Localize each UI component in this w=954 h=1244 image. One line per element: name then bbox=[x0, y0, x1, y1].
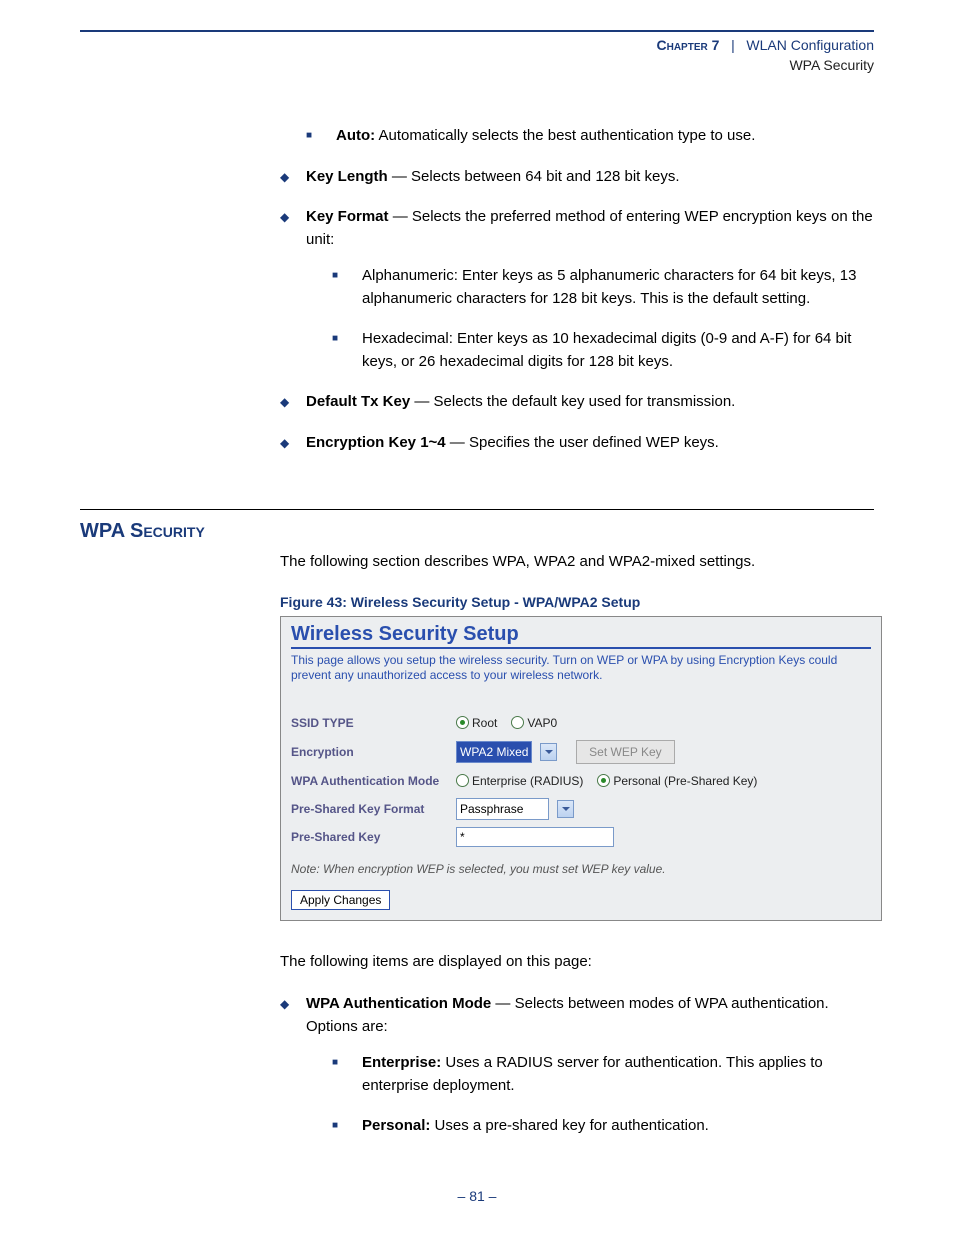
item-bold: Enterprise: bbox=[362, 1054, 441, 1071]
list-item: Encryption Key 1~4 — Specifies the user … bbox=[280, 432, 874, 455]
figure-title: Wireless Security Setup bbox=[291, 623, 871, 649]
encryption-select[interactable]: WPA2 Mixed bbox=[456, 741, 532, 763]
list-item: WPA Authentication Mode — Selects betwee… bbox=[280, 993, 874, 1138]
content-area: The following section describes WPA, WPA… bbox=[280, 551, 874, 1138]
figure-note: Note: When encryption WEP is selected, y… bbox=[291, 862, 871, 876]
select-value: WPA2 Mixed bbox=[460, 745, 528, 759]
section-intro: The following section describes WPA, WPA… bbox=[280, 551, 874, 574]
personal-radio[interactable]: Personal (Pre-Shared Key) bbox=[597, 774, 757, 788]
ssid-controls: Root VAP0 bbox=[456, 716, 565, 730]
square-list: Enterprise: Uses a RADIUS server for aut… bbox=[306, 1052, 874, 1138]
list-item: Auto: Automatically selects the best aut… bbox=[306, 125, 874, 148]
psk-input[interactable]: * bbox=[456, 827, 614, 847]
item-bold: Personal: bbox=[362, 1117, 430, 1134]
form-row-wpa-mode: WPA Authentication Mode Enterprise (RADI… bbox=[291, 770, 871, 792]
diamond-list: Key Length — Selects between 64 bit and … bbox=[280, 166, 874, 455]
psk-format-label: Pre-Shared Key Format bbox=[291, 802, 456, 816]
item-bold: Key Format bbox=[306, 208, 389, 225]
item-bold: WPA Authentication Mode bbox=[306, 995, 491, 1012]
radio-icon bbox=[511, 716, 524, 729]
apply-changes-button[interactable]: Apply Changes bbox=[291, 890, 390, 910]
ssid-vap0-radio[interactable]: VAP0 bbox=[511, 716, 557, 730]
psk-label: Pre-Shared Key bbox=[291, 830, 456, 844]
page-header: Chapter 7 | WLAN Configuration WPA Secur… bbox=[80, 36, 874, 75]
radio-label: Root bbox=[472, 716, 497, 730]
enterprise-radio[interactable]: Enterprise (RADIUS) bbox=[456, 774, 583, 788]
list-item: Hexadecimal: Enter keys as 10 hexadecima… bbox=[332, 328, 874, 373]
item-text: Automatically selects the best authentic… bbox=[375, 127, 755, 144]
chapter-title: WLAN Configuration bbox=[746, 37, 874, 53]
psk-format-select[interactable]: Passphrase bbox=[456, 798, 549, 820]
square-list: Alphanumeric: Enter keys as 5 alphanumer… bbox=[306, 265, 874, 373]
item-bold: Default Tx Key bbox=[306, 393, 410, 410]
chapter-separator: | bbox=[723, 37, 742, 53]
form-row-encryption: Encryption WPA2 Mixed Set WEP Key bbox=[291, 740, 871, 764]
item-text: — Specifies the user defined WEP keys. bbox=[446, 434, 719, 451]
wpa-mode-controls: Enterprise (RADIUS) Personal (Pre-Shared… bbox=[456, 774, 765, 788]
chapter-label: Chapter 7 bbox=[656, 37, 719, 53]
radio-icon bbox=[597, 774, 610, 787]
item-text: — Selects the preferred method of enteri… bbox=[306, 208, 873, 248]
item-text: — Selects the default key used for trans… bbox=[410, 393, 735, 410]
square-list: Auto: Automatically selects the best aut… bbox=[280, 125, 874, 148]
list-item: Key Format — Selects the preferred metho… bbox=[280, 206, 874, 373]
item-bold: Key Length bbox=[306, 168, 388, 185]
list-item: Key Length — Selects between 64 bit and … bbox=[280, 166, 874, 189]
page-container: Chapter 7 | WLAN Configuration WPA Secur… bbox=[0, 0, 954, 1244]
figure-description: This page allows you setup the wireless … bbox=[291, 653, 871, 684]
radio-label: Enterprise (RADIUS) bbox=[472, 774, 583, 788]
radio-icon bbox=[456, 716, 469, 729]
page-number: – 81 – bbox=[80, 1188, 874, 1204]
wpa-mode-label: WPA Authentication Mode bbox=[291, 774, 456, 788]
item-text: Hexadecimal: Enter keys as 10 hexadecima… bbox=[362, 330, 851, 370]
psk-controls: * bbox=[456, 827, 614, 847]
section-heading: WPA Security bbox=[80, 520, 874, 543]
list-item: Enterprise: Uses a RADIUS server for aut… bbox=[332, 1052, 874, 1097]
item-text: Alphanumeric: Enter keys as 5 alphanumer… bbox=[362, 267, 856, 307]
chevron-down-icon[interactable] bbox=[557, 800, 574, 818]
header-rule bbox=[80, 30, 874, 32]
after-intro: The following items are displayed on thi… bbox=[280, 951, 874, 974]
set-wep-key-button: Set WEP Key bbox=[576, 740, 674, 764]
ssid-root-radio[interactable]: Root bbox=[456, 716, 497, 730]
diamond-list: WPA Authentication Mode — Selects betwee… bbox=[280, 993, 874, 1138]
ssid-label: SSID TYPE bbox=[291, 716, 456, 730]
item-bold: Encryption Key 1~4 bbox=[306, 434, 446, 451]
list-item: Personal: Uses a pre-shared key for auth… bbox=[332, 1115, 874, 1138]
input-value: * bbox=[460, 830, 465, 844]
content-area: Auto: Automatically selects the best aut… bbox=[280, 125, 874, 454]
psk-format-controls: Passphrase bbox=[456, 798, 574, 820]
figure-caption: Figure 43: Wireless Security Setup - WPA… bbox=[280, 594, 874, 610]
form-row-psk: Pre-Shared Key * bbox=[291, 826, 871, 848]
form-row-ssid: SSID TYPE Root VAP0 bbox=[291, 712, 871, 734]
item-bold: Auto: bbox=[336, 127, 375, 144]
item-text: Uses a pre-shared key for authentication… bbox=[430, 1117, 708, 1134]
header-section: WPA Security bbox=[789, 57, 874, 73]
radio-icon bbox=[456, 774, 469, 787]
chevron-down-icon[interactable] bbox=[540, 743, 557, 761]
encryption-controls: WPA2 Mixed Set WEP Key bbox=[456, 740, 675, 764]
list-item: Alphanumeric: Enter keys as 5 alphanumer… bbox=[332, 265, 874, 310]
item-text: — Selects between 64 bit and 128 bit key… bbox=[388, 168, 680, 185]
radio-label: Personal (Pre-Shared Key) bbox=[613, 774, 757, 788]
list-item: Default Tx Key — Selects the default key… bbox=[280, 391, 874, 414]
figure-screenshot: Wireless Security Setup This page allows… bbox=[280, 616, 882, 921]
encryption-label: Encryption bbox=[291, 745, 456, 759]
select-value: Passphrase bbox=[460, 802, 523, 816]
radio-label: VAP0 bbox=[527, 716, 557, 730]
form-row-psk-format: Pre-Shared Key Format Passphrase bbox=[291, 798, 871, 820]
section-divider bbox=[80, 509, 874, 510]
